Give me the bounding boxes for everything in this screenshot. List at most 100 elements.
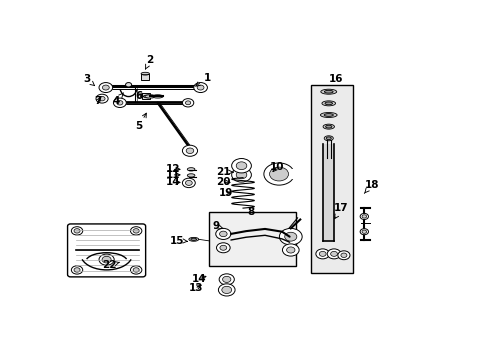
Circle shape (326, 249, 340, 259)
Text: 18: 18 (364, 180, 378, 193)
Circle shape (219, 274, 234, 285)
Ellipse shape (324, 90, 332, 93)
Text: 20: 20 (216, 177, 230, 187)
Circle shape (130, 227, 142, 235)
Bar (208, 212, 296, 266)
Circle shape (315, 249, 329, 259)
Ellipse shape (325, 137, 330, 140)
Ellipse shape (325, 125, 331, 128)
Circle shape (74, 268, 80, 272)
Circle shape (269, 167, 288, 181)
Text: 13: 13 (188, 283, 203, 293)
Circle shape (231, 168, 251, 182)
Bar (323, 144, 333, 242)
Circle shape (231, 158, 251, 173)
Circle shape (264, 163, 294, 185)
Text: 16: 16 (328, 74, 343, 84)
Circle shape (359, 213, 368, 220)
Circle shape (186, 148, 193, 153)
Circle shape (102, 85, 109, 90)
Ellipse shape (324, 136, 333, 141)
Text: 21: 21 (216, 167, 233, 177)
Ellipse shape (143, 95, 151, 98)
Bar (142, 93, 150, 99)
Ellipse shape (323, 124, 334, 129)
Circle shape (99, 82, 112, 93)
Circle shape (236, 162, 246, 170)
Text: 6: 6 (135, 91, 142, 101)
Circle shape (197, 85, 203, 90)
Circle shape (282, 244, 299, 256)
Ellipse shape (190, 238, 196, 240)
Text: 8: 8 (247, 207, 254, 217)
Circle shape (113, 98, 126, 108)
Circle shape (361, 215, 366, 218)
Text: 14: 14 (192, 274, 206, 284)
Circle shape (222, 276, 230, 283)
Circle shape (222, 286, 231, 293)
Ellipse shape (188, 237, 198, 241)
Bar (141, 74, 149, 80)
Circle shape (359, 229, 368, 235)
Ellipse shape (320, 89, 336, 94)
Text: 11: 11 (165, 170, 180, 180)
Text: 5: 5 (135, 113, 146, 131)
Circle shape (71, 227, 82, 235)
FancyBboxPatch shape (67, 224, 145, 277)
Ellipse shape (144, 95, 155, 98)
Ellipse shape (324, 114, 333, 116)
Text: 12: 12 (165, 164, 180, 174)
Circle shape (218, 284, 235, 296)
Text: 1: 1 (195, 73, 210, 86)
Circle shape (219, 231, 226, 237)
Ellipse shape (141, 72, 149, 75)
Circle shape (220, 245, 226, 250)
Circle shape (185, 180, 192, 185)
Ellipse shape (321, 101, 335, 106)
Text: 4: 4 (112, 93, 123, 107)
Circle shape (71, 266, 82, 274)
Circle shape (182, 178, 195, 188)
Text: 14: 14 (165, 177, 180, 187)
Circle shape (99, 96, 105, 101)
Circle shape (130, 266, 142, 274)
Ellipse shape (152, 95, 163, 98)
Circle shape (337, 251, 349, 260)
Circle shape (279, 228, 302, 245)
Text: 15: 15 (170, 235, 187, 246)
Circle shape (319, 251, 325, 256)
Bar (311, 85, 352, 273)
Circle shape (182, 145, 197, 156)
Circle shape (125, 82, 131, 87)
Text: 2: 2 (145, 55, 154, 69)
Text: 7: 7 (94, 96, 102, 107)
Text: 3: 3 (83, 74, 94, 86)
Text: 22: 22 (102, 260, 120, 270)
Circle shape (99, 254, 114, 265)
Text: 19: 19 (218, 188, 233, 198)
Circle shape (133, 229, 139, 233)
Ellipse shape (325, 102, 332, 105)
Circle shape (96, 94, 108, 103)
Circle shape (185, 101, 190, 105)
Text: 10: 10 (269, 162, 284, 172)
Circle shape (74, 229, 80, 233)
Circle shape (284, 232, 296, 241)
Circle shape (361, 230, 366, 233)
Ellipse shape (187, 168, 195, 171)
Circle shape (236, 171, 246, 179)
Ellipse shape (187, 174, 195, 177)
Circle shape (330, 251, 337, 256)
Circle shape (102, 256, 111, 263)
Text: 9: 9 (212, 221, 223, 231)
Circle shape (286, 247, 294, 253)
Circle shape (215, 228, 230, 239)
Ellipse shape (320, 112, 336, 117)
Circle shape (182, 99, 193, 107)
Circle shape (340, 253, 346, 257)
Circle shape (193, 82, 207, 93)
Circle shape (117, 100, 122, 105)
Circle shape (133, 268, 139, 272)
Text: 17: 17 (334, 203, 348, 219)
Circle shape (216, 243, 230, 253)
